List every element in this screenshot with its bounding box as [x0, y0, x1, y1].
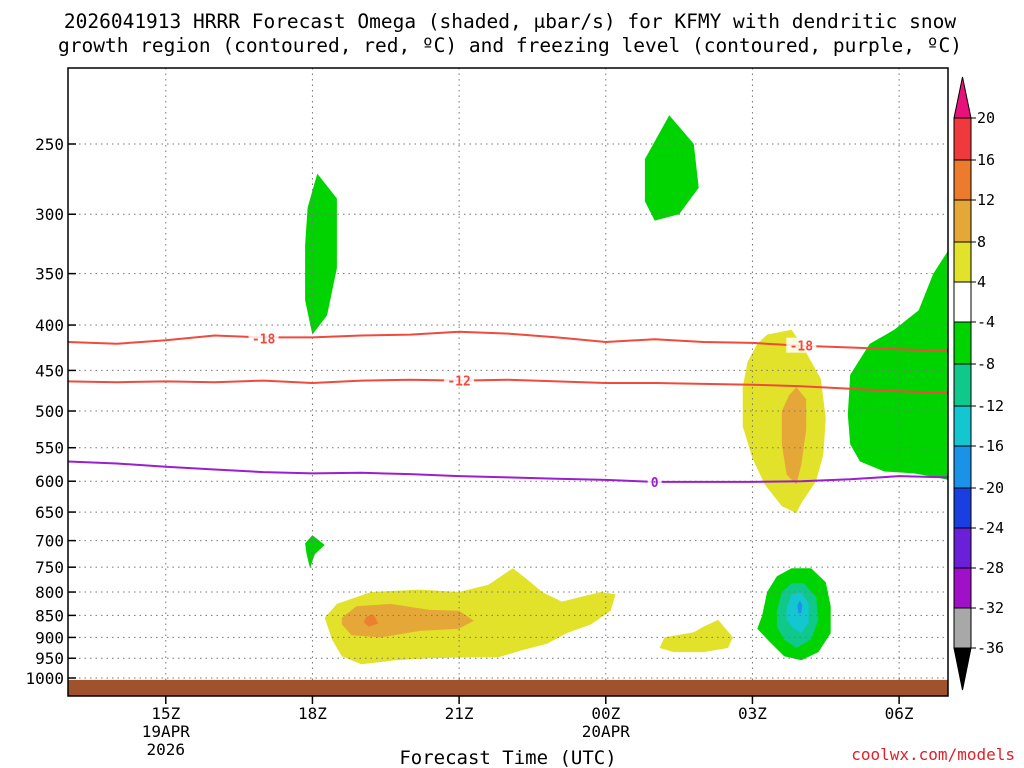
shaded-region-yellow-lower — [324, 568, 616, 665]
colorbar-band-3 — [953, 241, 972, 283]
colorbar-band-1 — [953, 159, 972, 201]
plot-frame — [67, 67, 949, 697]
shaded-region-orange-lower — [341, 603, 474, 638]
shaded-region-yellow-lower-right — [659, 619, 733, 653]
colorbar-label-5: -4 — [977, 313, 995, 331]
ytick-label-850: 850 — [35, 606, 64, 625]
ytick-label-250: 250 — [35, 135, 64, 154]
colorbar-label-9: -20 — [977, 479, 1004, 497]
ytick-label-600: 600 — [35, 472, 64, 491]
shaded-region-blue-lower-right — [797, 600, 803, 614]
ytick-label-650: 650 — [35, 503, 64, 522]
ytick-label-300: 300 — [35, 205, 64, 224]
xtick-label-18Z: 18Z — [298, 704, 327, 723]
xtick-label-00Z: 00Z — [591, 704, 620, 723]
grid-lines — [68, 68, 948, 696]
xtick-sublabel-00Z: 20APR — [582, 722, 631, 741]
x-axis-label: Forecast Time (UTC) — [399, 747, 616, 768]
colorbar-label-11: -28 — [977, 559, 1004, 577]
colorbar-label-12: -32 — [977, 599, 1004, 617]
xtick-label-03Z: 03Z — [738, 704, 767, 723]
xtick-label-06Z: 06Z — [885, 704, 914, 723]
ytick-label-700: 700 — [35, 532, 64, 551]
xtick-label-15Z: 15Z — [151, 704, 180, 723]
ytick-label-500: 500 — [35, 402, 64, 421]
colorbar-band-12 — [953, 607, 972, 649]
ground-level-bar — [68, 679, 948, 696]
xtick-year-15Z: 2026 — [147, 740, 186, 759]
contour-label-freezing-level-0: 0 — [651, 476, 659, 491]
ytick-label-1000: 1000 — [25, 669, 64, 688]
colorbar-label-2: 12 — [977, 191, 995, 209]
ytick-label-350: 350 — [35, 265, 64, 284]
ytick-label-750: 750 — [35, 558, 64, 577]
colorbar-label-13: -36 — [977, 639, 1004, 657]
contour-label-isotherm-minus18-1: -18 — [790, 340, 814, 355]
ytick-label-950: 950 — [35, 649, 64, 668]
ytick-label-400: 400 — [35, 316, 64, 335]
contour-isotherm-minus12 — [68, 378, 948, 394]
colorbar-band-11 — [953, 567, 972, 609]
colorbar-label-4: 4 — [977, 273, 986, 291]
ytick-label-550: 550 — [35, 439, 64, 458]
shaded-region-green-right — [847, 250, 948, 480]
credit-text: coolwx.com/models — [851, 745, 1015, 764]
temperature-contours: -18 -18 -12 0 — [68, 330, 948, 491]
colorbar-label-3: 8 — [977, 233, 986, 251]
contour-label-isotherm-minus18-0: -18 — [252, 332, 276, 347]
contour-label-bg-freezing-level-0 — [647, 473, 662, 489]
colorbar-band-8 — [953, 445, 972, 489]
colorbar-label-1: 16 — [977, 151, 995, 169]
chart-title-line2: growth region (contoured, red, ºC) and f… — [58, 34, 962, 57]
contour-label-isotherm-minus12-0: -12 — [447, 375, 470, 390]
colorbar-label-10: -24 — [977, 519, 1004, 537]
colorbar: 20 16 12 8 4 -4 -8 -12 -16 -20 -24 -28 -32 -36 — [953, 76, 1004, 691]
colorbar-band-7 — [953, 405, 972, 447]
shaded-region-cyan-lower-right — [786, 592, 809, 634]
colorbar-band-0 — [953, 117, 972, 161]
contour-label-bg-isotherm-minus12-0 — [444, 372, 475, 388]
colorbar-band-5 — [953, 321, 972, 365]
shaded-region-darkorange-lower — [363, 614, 379, 627]
colorbar-label-7: -12 — [977, 397, 1004, 415]
colorbar-label-6: -8 — [977, 355, 995, 373]
contour-label-bg-isotherm-minus18-0 — [248, 330, 279, 346]
xtick-label-21Z: 21Z — [445, 704, 474, 723]
colorbar-band-6 — [953, 363, 972, 407]
shaded-region-green-upper-01z — [644, 115, 699, 221]
contour-freezing-level — [68, 460, 948, 483]
colorbar-label-0: 20 — [977, 109, 995, 127]
ytick-label-450: 450 — [35, 361, 64, 380]
shaded-region-green-upper-18z — [305, 173, 337, 335]
contour-label-bg-isotherm-minus18-1 — [786, 337, 817, 353]
colorbar-bottom-arrow — [953, 647, 972, 691]
colorbar-band-4 — [953, 281, 972, 323]
xtick-sublabel-15Z: 19APR — [142, 722, 191, 741]
ytick-label-800: 800 — [35, 583, 64, 602]
colorbar-band-9 — [953, 487, 972, 529]
omega-shading — [305, 115, 948, 665]
ytick-label-900: 900 — [35, 628, 64, 647]
colorbar-band-2 — [953, 199, 972, 243]
y-axis: 250 300 350 400 450 500 550 600 650 700 750 800 850 9… — [25, 135, 76, 688]
chart-title-line1: 2026041913 HRRR Forecast Omega (shaded, … — [64, 10, 956, 33]
colorbar-band-10 — [953, 527, 972, 569]
shaded-region-green-small-700 — [305, 535, 325, 569]
colorbar-label-8: -16 — [977, 437, 1004, 455]
